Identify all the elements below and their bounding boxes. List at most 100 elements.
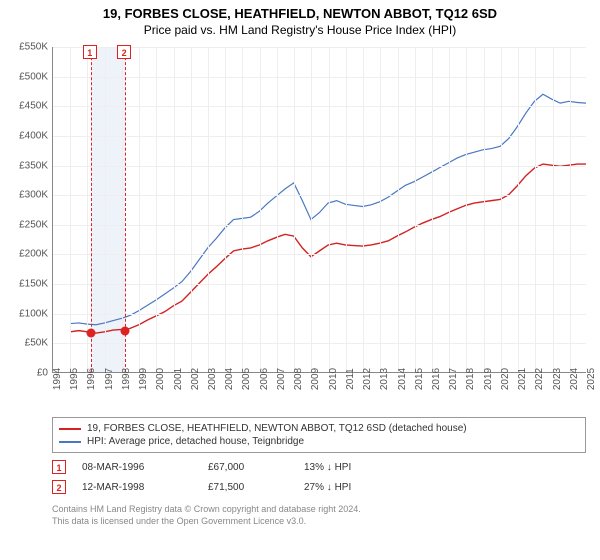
- x-gridline: [122, 47, 123, 372]
- chart-area: £0£50K£100K£150K£200K£250K£300K£350K£400…: [8, 43, 592, 413]
- y-tick-label: £350K: [8, 160, 48, 171]
- transaction-price: £67,000: [208, 462, 288, 473]
- x-gridline: [191, 47, 192, 372]
- x-gridline: [466, 47, 467, 372]
- x-gridline: [225, 47, 226, 372]
- x-gridline: [174, 47, 175, 372]
- x-tick-label: 2020: [500, 368, 511, 390]
- title-address: 19, FORBES CLOSE, HEATHFIELD, NEWTON ABB…: [8, 6, 592, 21]
- y-tick-label: £150K: [8, 279, 48, 290]
- y-tick-label: £500K: [8, 71, 48, 82]
- x-tick-label: 1997: [104, 368, 115, 390]
- footer-attribution: Contains HM Land Registry data © Crown c…: [52, 503, 592, 527]
- x-tick-label: 2005: [241, 368, 252, 390]
- x-gridline: [294, 47, 295, 372]
- x-gridline: [449, 47, 450, 372]
- x-tick-label: 1994: [52, 368, 63, 390]
- x-gridline: [87, 47, 88, 372]
- title-subtitle: Price paid vs. HM Land Registry's House …: [8, 21, 592, 37]
- y-tick-label: £550K: [8, 42, 48, 53]
- transaction-tag: 1: [52, 460, 66, 474]
- x-tick-label: 2018: [465, 368, 476, 390]
- y-gridline: [53, 195, 586, 196]
- x-tick-label: 2023: [552, 368, 563, 390]
- x-gridline: [346, 47, 347, 372]
- x-gridline: [329, 47, 330, 372]
- y-tick-label: £100K: [8, 308, 48, 319]
- y-tick-label: £300K: [8, 190, 48, 201]
- x-gridline: [415, 47, 416, 372]
- y-tick-label: £50K: [8, 338, 48, 349]
- x-gridline: [139, 47, 140, 372]
- x-tick-label: 2019: [483, 368, 494, 390]
- x-gridline: [432, 47, 433, 372]
- x-gridline: [311, 47, 312, 372]
- x-gridline: [260, 47, 261, 372]
- transaction-row: 2 12-MAR-1998 £71,500 27% ↓ HPI: [52, 477, 592, 497]
- x-gridline: [518, 47, 519, 372]
- title-block: 19, FORBES CLOSE, HEATHFIELD, NEWTON ABB…: [8, 6, 592, 37]
- x-tick-label: 2022: [534, 368, 545, 390]
- x-gridline: [70, 47, 71, 372]
- x-tick-label: 2003: [207, 368, 218, 390]
- y-gridline: [53, 166, 586, 167]
- marker-dot: [86, 329, 95, 338]
- footer-line: This data is licensed under the Open Gov…: [52, 515, 592, 527]
- x-tick-label: 2016: [431, 368, 442, 390]
- x-tick-label: 2015: [414, 368, 425, 390]
- x-tick-label: 2009: [310, 368, 321, 390]
- y-gridline: [53, 254, 586, 255]
- x-tick-label: 2007: [276, 368, 287, 390]
- x-gridline: [277, 47, 278, 372]
- x-tick-label: 1998: [121, 368, 132, 390]
- y-gridline: [53, 136, 586, 137]
- footer-line: Contains HM Land Registry data © Crown c…: [52, 503, 592, 515]
- x-gridline: [484, 47, 485, 372]
- transaction-tag: 2: [52, 480, 66, 494]
- x-tick-label: 2006: [259, 368, 270, 390]
- x-tick-label: 1999: [138, 368, 149, 390]
- y-gridline: [53, 47, 586, 48]
- x-gridline: [398, 47, 399, 372]
- y-tick-label: £450K: [8, 101, 48, 112]
- chart-lines: [53, 47, 586, 372]
- legend-item: 19, FORBES CLOSE, HEATHFIELD, NEWTON ABB…: [59, 422, 579, 435]
- y-gridline: [53, 106, 586, 107]
- marker-tag: 1: [83, 45, 97, 59]
- x-tick-label: 2013: [379, 368, 390, 390]
- y-tick-label: £0: [8, 368, 48, 379]
- x-tick-label: 2010: [328, 368, 339, 390]
- x-tick-label: 2011: [345, 368, 356, 390]
- y-gridline: [53, 77, 586, 78]
- y-gridline: [53, 343, 586, 344]
- legend-box: 19, FORBES CLOSE, HEATHFIELD, NEWTON ABB…: [52, 417, 586, 453]
- x-tick-label: 2012: [362, 368, 373, 390]
- transaction-price: £71,500: [208, 482, 288, 493]
- x-tick-label: 2004: [224, 368, 235, 390]
- y-tick-label: £250K: [8, 219, 48, 230]
- x-tick-label: 2002: [190, 368, 201, 390]
- marker-dot: [121, 326, 130, 335]
- legend-swatch: [59, 441, 81, 443]
- x-gridline: [156, 47, 157, 372]
- plot-region: [52, 47, 586, 373]
- legend-label: HPI: Average price, detached house, Teig…: [87, 436, 304, 447]
- marker-tag: 2: [117, 45, 131, 59]
- transaction-date: 12-MAR-1998: [82, 482, 192, 493]
- x-tick-label: 2024: [569, 368, 580, 390]
- x-gridline: [553, 47, 554, 372]
- y-tick-label: £400K: [8, 130, 48, 141]
- x-tick-label: 2008: [293, 368, 304, 390]
- x-tick-label: 2017: [448, 368, 459, 390]
- x-gridline: [242, 47, 243, 372]
- y-gridline: [53, 225, 586, 226]
- legend-item: HPI: Average price, detached house, Teig…: [59, 435, 579, 448]
- x-tick-label: 2021: [517, 368, 528, 390]
- marker-vline: [125, 47, 126, 372]
- legend-label: 19, FORBES CLOSE, HEATHFIELD, NEWTON ABB…: [87, 423, 467, 434]
- x-gridline: [208, 47, 209, 372]
- x-tick-label: 2001: [173, 368, 184, 390]
- x-gridline: [570, 47, 571, 372]
- transaction-pct: 27% ↓ HPI: [304, 482, 374, 493]
- transaction-pct: 13% ↓ HPI: [304, 462, 374, 473]
